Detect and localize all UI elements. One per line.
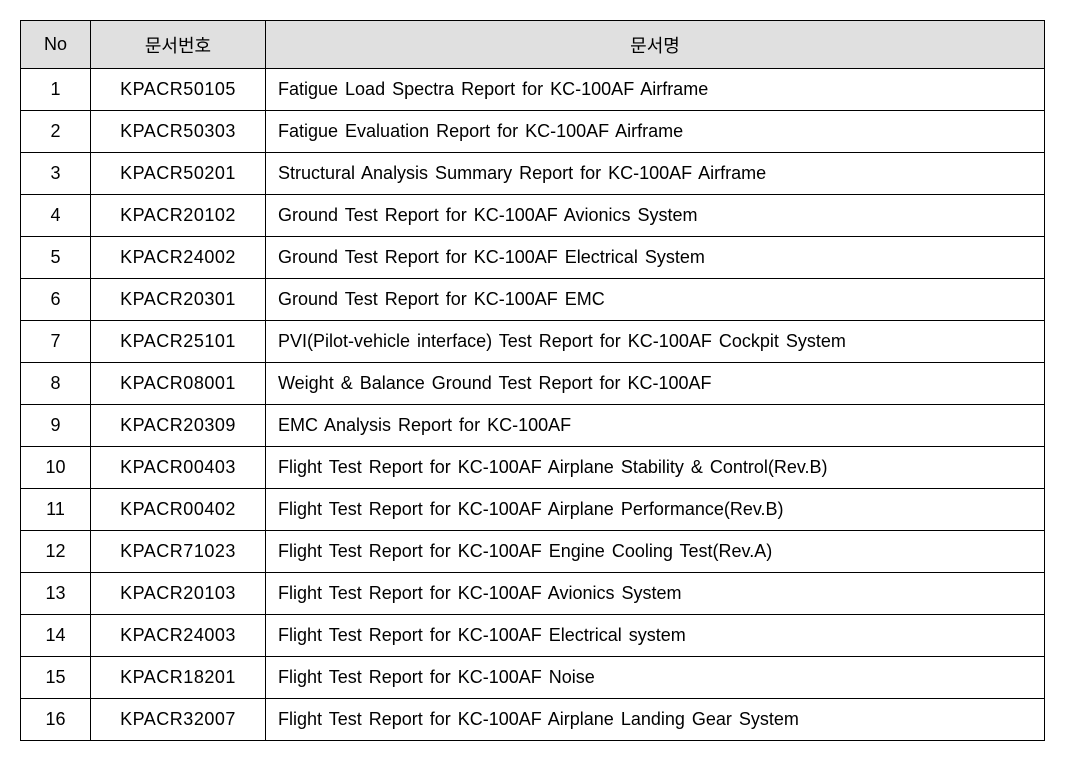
cell-docname: Ground Test Report for KC-100AF Avionics…	[266, 195, 1045, 237]
cell-docname: Flight Test Report for KC-100AF Noise	[266, 657, 1045, 699]
cell-docnum: KPACR00402	[91, 489, 266, 531]
cell-no: 9	[21, 405, 91, 447]
cell-docnum: KPACR18201	[91, 657, 266, 699]
cell-no: 1	[21, 69, 91, 111]
table-row: 10 KPACR00403 Flight Test Report for KC-…	[21, 447, 1045, 489]
cell-docname: Ground Test Report for KC-100AF EMC	[266, 279, 1045, 321]
cell-docname: Ground Test Report for KC-100AF Electric…	[266, 237, 1045, 279]
cell-no: 4	[21, 195, 91, 237]
cell-docname: Structural Analysis Summary Report for K…	[266, 153, 1045, 195]
cell-docnum: KPACR20103	[91, 573, 266, 615]
table-body: 1 KPACR50105 Fatigue Load Spectra Report…	[21, 69, 1045, 741]
table-row: 2 KPACR50303 Fatigue Evaluation Report f…	[21, 111, 1045, 153]
cell-no: 7	[21, 321, 91, 363]
cell-docname: Flight Test Report for KC-100AF Electric…	[266, 615, 1045, 657]
cell-docnum: KPACR50105	[91, 69, 266, 111]
table-row: 11 KPACR00402 Flight Test Report for KC-…	[21, 489, 1045, 531]
table-row: 4 KPACR20102 Ground Test Report for KC-1…	[21, 195, 1045, 237]
cell-no: 14	[21, 615, 91, 657]
table-row: 8 KPACR08001 Weight & Balance Ground Tes…	[21, 363, 1045, 405]
table-row: 16 KPACR32007 Flight Test Report for KC-…	[21, 699, 1045, 741]
header-docname: 문서명	[266, 21, 1045, 69]
cell-docnum: KPACR20102	[91, 195, 266, 237]
table-header: No 문서번호 문서명	[21, 21, 1045, 69]
header-docnum: 문서번호	[91, 21, 266, 69]
cell-docname: Flight Test Report for KC-100AF Engine C…	[266, 531, 1045, 573]
cell-docnum: KPACR71023	[91, 531, 266, 573]
cell-docname: PVI(Pilot-vehicle interface) Test Report…	[266, 321, 1045, 363]
cell-no: 10	[21, 447, 91, 489]
cell-docname: Flight Test Report for KC-100AF Airplane…	[266, 489, 1045, 531]
cell-no: 5	[21, 237, 91, 279]
table-row: 9 KPACR20309 EMC Analysis Report for KC-…	[21, 405, 1045, 447]
cell-docname: Flight Test Report for KC-100AF Airplane…	[266, 699, 1045, 741]
table-row: 13 KPACR20103 Flight Test Report for KC-…	[21, 573, 1045, 615]
cell-no: 13	[21, 573, 91, 615]
cell-no: 15	[21, 657, 91, 699]
cell-no: 6	[21, 279, 91, 321]
cell-docname: Weight & Balance Ground Test Report for …	[266, 363, 1045, 405]
table-header-row: No 문서번호 문서명	[21, 21, 1045, 69]
cell-docnum: KPACR50201	[91, 153, 266, 195]
cell-no: 8	[21, 363, 91, 405]
cell-docname: EMC Analysis Report for KC-100AF	[266, 405, 1045, 447]
table-row: 3 KPACR50201 Structural Analysis Summary…	[21, 153, 1045, 195]
cell-docnum: KPACR25101	[91, 321, 266, 363]
cell-docnum: KPACR20301	[91, 279, 266, 321]
cell-no: 3	[21, 153, 91, 195]
cell-docname: Fatigue Evaluation Report for KC-100AF A…	[266, 111, 1045, 153]
table-row: 12 KPACR71023 Flight Test Report for KC-…	[21, 531, 1045, 573]
cell-no: 11	[21, 489, 91, 531]
cell-no: 2	[21, 111, 91, 153]
cell-docnum: KPACR24002	[91, 237, 266, 279]
table-row: 5 KPACR24002 Ground Test Report for KC-1…	[21, 237, 1045, 279]
table-row: 14 KPACR24003 Flight Test Report for KC-…	[21, 615, 1045, 657]
table-row: 15 KPACR18201 Flight Test Report for KC-…	[21, 657, 1045, 699]
cell-docname: Fatigue Load Spectra Report for KC-100AF…	[266, 69, 1045, 111]
table-row: 6 KPACR20301 Ground Test Report for KC-1…	[21, 279, 1045, 321]
cell-docnum: KPACR20309	[91, 405, 266, 447]
cell-no: 12	[21, 531, 91, 573]
table-row: 1 KPACR50105 Fatigue Load Spectra Report…	[21, 69, 1045, 111]
cell-docnum: KPACR24003	[91, 615, 266, 657]
cell-docnum: KPACR50303	[91, 111, 266, 153]
cell-docnum: KPACR08001	[91, 363, 266, 405]
document-list-table: No 문서번호 문서명 1 KPACR50105 Fatigue Load Sp…	[20, 20, 1045, 741]
cell-docnum: KPACR32007	[91, 699, 266, 741]
cell-docname: Flight Test Report for KC-100AF Avionics…	[266, 573, 1045, 615]
cell-no: 16	[21, 699, 91, 741]
cell-docnum: KPACR00403	[91, 447, 266, 489]
header-no: No	[21, 21, 91, 69]
cell-docname: Flight Test Report for KC-100AF Airplane…	[266, 447, 1045, 489]
table-row: 7 KPACR25101 PVI(Pilot-vehicle interface…	[21, 321, 1045, 363]
